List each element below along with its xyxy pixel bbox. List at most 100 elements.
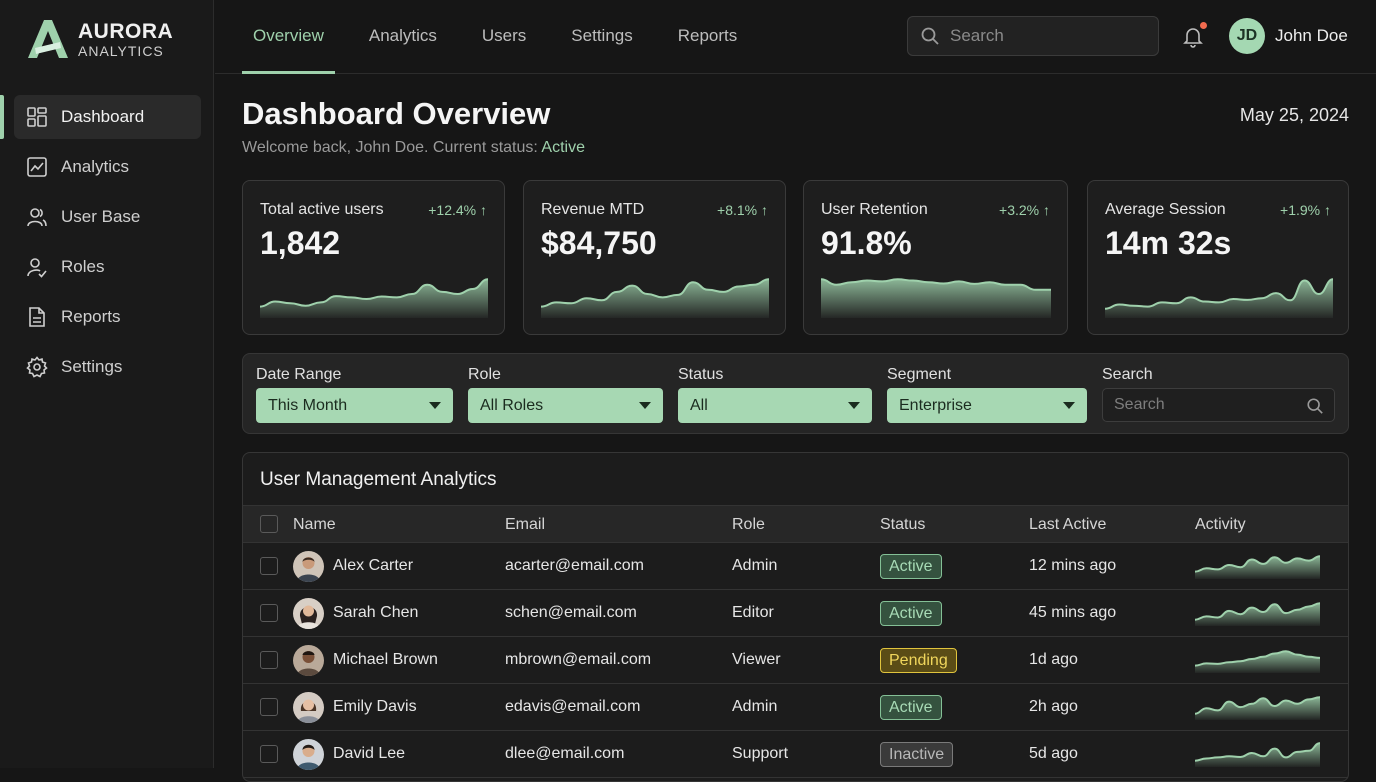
sidebar-item-label: Reports — [61, 307, 121, 326]
top-search-box[interactable] — [907, 16, 1159, 56]
status-badge: Inactive — [880, 742, 954, 767]
page-subtitle: Welcome back, John Doe. Current status: … — [242, 139, 585, 157]
kpi-delta: +3.2% ↑ — [999, 202, 1050, 218]
status-badge: Pending — [880, 648, 957, 673]
gear-icon — [26, 356, 48, 378]
kpi-value: $84,750 — [541, 225, 657, 261]
tab-users[interactable]: Users — [481, 26, 527, 45]
users-icon — [27, 208, 47, 227]
kpi-value: 1,842 — [260, 225, 341, 261]
sparkline-line — [1195, 742, 1320, 762]
status-badge: Active — [880, 601, 942, 626]
column-header-role[interactable]: Role — [732, 516, 765, 533]
sidebar-item-settings[interactable]: Settings — [14, 345, 201, 389]
column-header-name[interactable]: Name — [293, 516, 336, 533]
sparkline-area — [1195, 603, 1320, 626]
top-tabs: Overview Analytics Users Settings Report… — [242, 0, 771, 74]
top-bar: Overview Analytics Users Settings Report… — [215, 0, 1376, 74]
kpi-label: Total active users — [260, 201, 384, 218]
user-name[interactable]: John Doe — [1275, 26, 1348, 45]
user-name-cell: Emily Davis — [333, 698, 417, 715]
table-row[interactable]: Emily Davis edavis@email.com Admin Activ… — [243, 684, 1348, 731]
status-value: All — [690, 397, 708, 414]
sidebar-item-dashboard[interactable]: Dashboard — [0, 95, 201, 139]
kpi-sparkline — [1105, 278, 1333, 318]
table-row[interactable]: Sarah Chen schen@email.com Editor Active… — [243, 590, 1348, 637]
filter-search-input[interactable] — [1114, 396, 1304, 414]
tab-overview[interactable]: Overview — [242, 0, 335, 74]
status-text: Active — [541, 139, 585, 156]
row-checkbox[interactable] — [260, 651, 278, 669]
caret-down-icon — [429, 402, 441, 409]
user-avatar-photo — [293, 739, 324, 770]
brand-subtitle: ANALYTICS — [78, 42, 164, 59]
sidebar-item-roles[interactable]: Roles — [14, 245, 201, 289]
row-checkbox[interactable] — [260, 698, 278, 716]
sparkline-line — [1195, 602, 1320, 621]
notification-dot — [1200, 22, 1207, 29]
status-select[interactable]: All — [678, 388, 872, 423]
filter-search-box[interactable] — [1102, 388, 1335, 422]
last-active-cell: 5d ago — [1029, 745, 1078, 762]
role-select[interactable]: All Roles — [468, 388, 663, 423]
select-all-checkbox[interactable] — [260, 515, 278, 533]
tab-settings[interactable]: Settings — [571, 26, 633, 45]
chart-icon — [27, 157, 47, 177]
kpi-card-retention[interactable]: User Retention +3.2% ↑ 91.8% — [803, 180, 1068, 335]
kpi-card-revenue[interactable]: Revenue MTD +8.1% ↑ $84,750 — [523, 180, 786, 335]
user-avatar-photo — [293, 692, 324, 723]
row-checkbox[interactable] — [260, 745, 278, 763]
sidebar-item-analytics[interactable]: Analytics — [14, 145, 201, 189]
tab-analytics[interactable]: Analytics — [368, 26, 437, 45]
sparkline-line — [1195, 555, 1320, 573]
column-header-activity[interactable]: Activity — [1195, 516, 1246, 533]
filter-search-label: Search — [1102, 366, 1153, 383]
date-range-select[interactable]: This Month — [256, 388, 453, 423]
status-badge: Active — [880, 554, 942, 579]
sparkline-area — [1105, 279, 1333, 318]
row-checkbox[interactable] — [260, 557, 278, 575]
welcome-text: Welcome back, John Doe. Current status: — [242, 139, 538, 156]
role-cell: Viewer — [732, 651, 781, 668]
sparkline-line — [1195, 650, 1320, 667]
user-table-card: User Management Analytics Name Email Rol… — [242, 452, 1349, 782]
sidebar-item-reports[interactable]: Reports — [14, 295, 201, 339]
column-header-status[interactable]: Status — [880, 516, 926, 533]
last-active-cell: 1d ago — [1029, 651, 1078, 668]
role-cell: Admin — [732, 557, 778, 574]
caret-down-icon — [848, 402, 860, 409]
table-row[interactable]: Alex Carter acarter@email.com Admin Acti… — [243, 543, 1348, 590]
column-header-last-active[interactable]: Last Active — [1029, 516, 1107, 533]
aurora-logo-icon — [28, 20, 68, 58]
tab-reports[interactable]: Reports — [677, 26, 738, 45]
kpi-card-session[interactable]: Average Session +1.9% ↑ 14m 32s — [1087, 180, 1349, 335]
activity-sparkline — [1195, 602, 1320, 626]
kpi-delta: +1.9% ↑ — [1280, 202, 1331, 218]
kpi-value: 14m 32s — [1105, 225, 1232, 261]
email-cell: edavis@email.com — [505, 698, 641, 715]
table-row[interactable]: Michael Brown mbrown@email.com Viewer Pe… — [243, 637, 1348, 684]
sparkline-area — [821, 279, 1051, 318]
brand-logo[interactable]: AURORA ANALYTICS — [26, 18, 173, 60]
grid-icon — [27, 107, 47, 127]
row-checkbox[interactable] — [260, 604, 278, 622]
email-cell: schen@email.com — [505, 604, 637, 621]
user-avatar[interactable]: JD — [1229, 18, 1265, 54]
table-row[interactable]: David Lee dlee@email.com Support Inactiv… — [243, 731, 1348, 778]
role-cell: Editor — [732, 604, 774, 621]
kpi-card-active-users[interactable]: Total active users +12.4% ↑ 1,842 — [242, 180, 505, 335]
top-search-input[interactable] — [950, 26, 1130, 46]
sidebar: AURORA ANALYTICS Dashboard Analytics Use… — [0, 0, 214, 768]
activity-sparkline — [1195, 696, 1320, 720]
segment-select[interactable]: Enterprise — [887, 388, 1087, 423]
role-cell: Support — [732, 745, 789, 762]
notification-bell-icon[interactable] — [1181, 24, 1205, 48]
column-header-email[interactable]: Email — [505, 516, 546, 533]
user-check-icon — [27, 258, 47, 278]
sidebar-item-label: Roles — [61, 257, 105, 276]
search-icon — [1307, 398, 1323, 414]
sparkline-line — [260, 278, 488, 308]
sidebar-item-user-base[interactable]: User Base — [14, 195, 201, 239]
user-name-cell: Alex Carter — [333, 557, 414, 574]
table-header: Name Email Role Status Last Active Activ… — [243, 505, 1348, 543]
